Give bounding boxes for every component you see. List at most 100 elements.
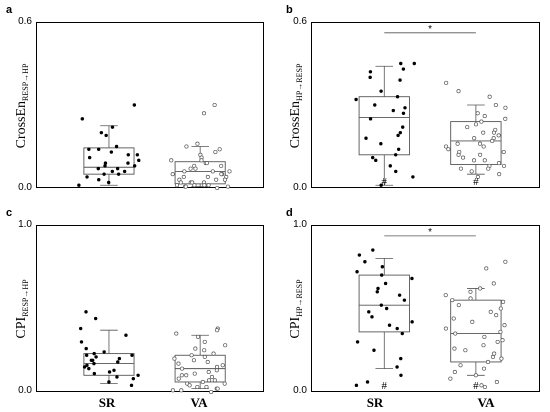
panel-a-plot bbox=[36, 22, 264, 191]
panel-b-va-point bbox=[443, 144, 449, 149]
panel-a-sr-point bbox=[126, 161, 130, 165]
panel-d-va-point bbox=[502, 323, 507, 328]
panel-d-sr-point bbox=[365, 380, 370, 384]
panel-d-sr-point bbox=[383, 281, 388, 286]
panel-b-va-point bbox=[482, 114, 487, 119]
panel-c-sr-point bbox=[112, 368, 116, 372]
panel-c-va-point bbox=[214, 368, 219, 373]
panel-c-sr-box bbox=[83, 353, 135, 376]
panel-a-sr-point bbox=[96, 147, 101, 151]
panel-d-va-point bbox=[488, 309, 493, 314]
panel-c-va-point bbox=[189, 353, 194, 358]
panel-c-va-point bbox=[202, 348, 207, 353]
panel-d-sr-point bbox=[367, 310, 371, 314]
panel-b-sr-point bbox=[374, 158, 378, 163]
panel-d-sr-point bbox=[371, 248, 375, 252]
panel-d-va-point bbox=[452, 346, 457, 351]
panel-c-sr-point bbox=[124, 333, 128, 337]
panel-c-va-point bbox=[179, 388, 184, 393]
panel-a-sr-point bbox=[137, 158, 141, 163]
panel-d-sr-point bbox=[355, 270, 359, 274]
panel-d-sr-point bbox=[400, 331, 404, 336]
panel-d-sr-point bbox=[379, 303, 384, 307]
panel-b-sr-point bbox=[393, 153, 398, 157]
panel-a-va-point bbox=[206, 183, 211, 188]
panel-a-sr-point bbox=[99, 130, 104, 135]
panel-d-va-point bbox=[451, 316, 456, 321]
panel-a-va-point bbox=[202, 183, 207, 188]
panel-a-sr-point bbox=[114, 144, 119, 149]
panel-d-sr-point bbox=[375, 290, 379, 294]
panel-b-significance-star: * bbox=[428, 24, 432, 35]
panel-d-va-point bbox=[485, 359, 491, 364]
panel-b-va-point bbox=[497, 172, 502, 177]
panel-c-ylabel-sub: RESP→HP bbox=[21, 279, 30, 317]
panel-b-va-point bbox=[490, 138, 495, 144]
panel-a-sr-point bbox=[110, 125, 115, 129]
panel-b-va-point bbox=[503, 105, 508, 110]
panel-b-va-point bbox=[501, 163, 507, 168]
panel-d-va-point bbox=[491, 281, 496, 286]
panel-c-frame bbox=[36, 225, 264, 392]
panel-d-va-point bbox=[482, 366, 487, 371]
panel-d-va-point bbox=[500, 338, 505, 343]
panel-d-va-point bbox=[448, 376, 453, 381]
panel-b-va-point bbox=[444, 80, 449, 85]
panel-a-va-point bbox=[215, 185, 220, 191]
panel-d-va-point bbox=[494, 379, 499, 385]
panel-c-sr-point bbox=[130, 353, 134, 357]
panel-c-va-point bbox=[209, 389, 214, 395]
panel-b-va-point bbox=[482, 158, 487, 163]
panel-d-sr-point bbox=[363, 260, 367, 264]
panel-b-letter: b bbox=[286, 4, 293, 16]
panel-a-letter: a bbox=[6, 4, 13, 16]
panel-a-va-point bbox=[181, 174, 186, 179]
panel-d-va-point bbox=[492, 351, 497, 356]
panel-c-sr-point bbox=[84, 346, 88, 351]
panel-d-sr-box bbox=[358, 274, 410, 333]
panel-c-sr-point bbox=[84, 310, 88, 314]
panel-a-va-point bbox=[227, 169, 232, 174]
panel-b-sr-box bbox=[358, 96, 410, 156]
panel-a-va-point bbox=[225, 184, 230, 189]
panel-c-va-point bbox=[193, 346, 198, 351]
panel-b-va-point bbox=[458, 166, 463, 171]
panel-a-va-point bbox=[219, 163, 224, 168]
panel-d-sr-point bbox=[397, 293, 402, 297]
panel-b-sr-point bbox=[368, 70, 373, 74]
panel-c-va-point bbox=[176, 376, 181, 381]
panel-c-sr-point bbox=[107, 380, 111, 384]
panel-a-sr-point bbox=[109, 150, 114, 154]
panel-a-va-point bbox=[213, 149, 218, 155]
panel-b-va-point bbox=[455, 141, 460, 146]
panel-c-sr-point bbox=[92, 361, 96, 366]
panel-c-va-point bbox=[212, 378, 217, 383]
panel-d-sr-point bbox=[399, 373, 403, 377]
panel-a-sr-point bbox=[126, 153, 130, 157]
panel-c-plot bbox=[36, 225, 264, 395]
panel-b-sr-point bbox=[368, 75, 372, 80]
panel-c-va-point bbox=[195, 384, 200, 390]
panel-c-va-point bbox=[187, 383, 192, 388]
panel-d-va-point bbox=[482, 384, 487, 390]
panel-a-sr-point bbox=[87, 147, 91, 151]
panel-a-va-point bbox=[178, 180, 183, 185]
panel-d-sr-point bbox=[402, 298, 407, 302]
panel-b-tick-max: 0.6 bbox=[293, 16, 307, 27]
panel-c-va-point bbox=[215, 328, 220, 333]
panel-d-plot: * # # bbox=[311, 225, 540, 392]
panel-b-sr-point bbox=[388, 164, 392, 168]
panel-c-va-point bbox=[191, 358, 196, 363]
panel-d-sr-point bbox=[395, 326, 399, 331]
panel-d-significance-star: * bbox=[428, 227, 432, 238]
panel-a-va-point bbox=[212, 102, 217, 108]
panel-b-sr-point bbox=[394, 169, 398, 174]
panel-d-va-point bbox=[468, 289, 473, 294]
panel-b-va-point bbox=[481, 144, 486, 149]
panel-a-sr-point bbox=[110, 169, 115, 174]
panel-a-va-point bbox=[183, 184, 188, 189]
panel-a-sr-point bbox=[97, 178, 101, 182]
panel-d-sr-hash: # bbox=[382, 380, 388, 392]
panel-b-sr-point bbox=[395, 95, 400, 99]
panel-a-va-point bbox=[204, 161, 209, 166]
